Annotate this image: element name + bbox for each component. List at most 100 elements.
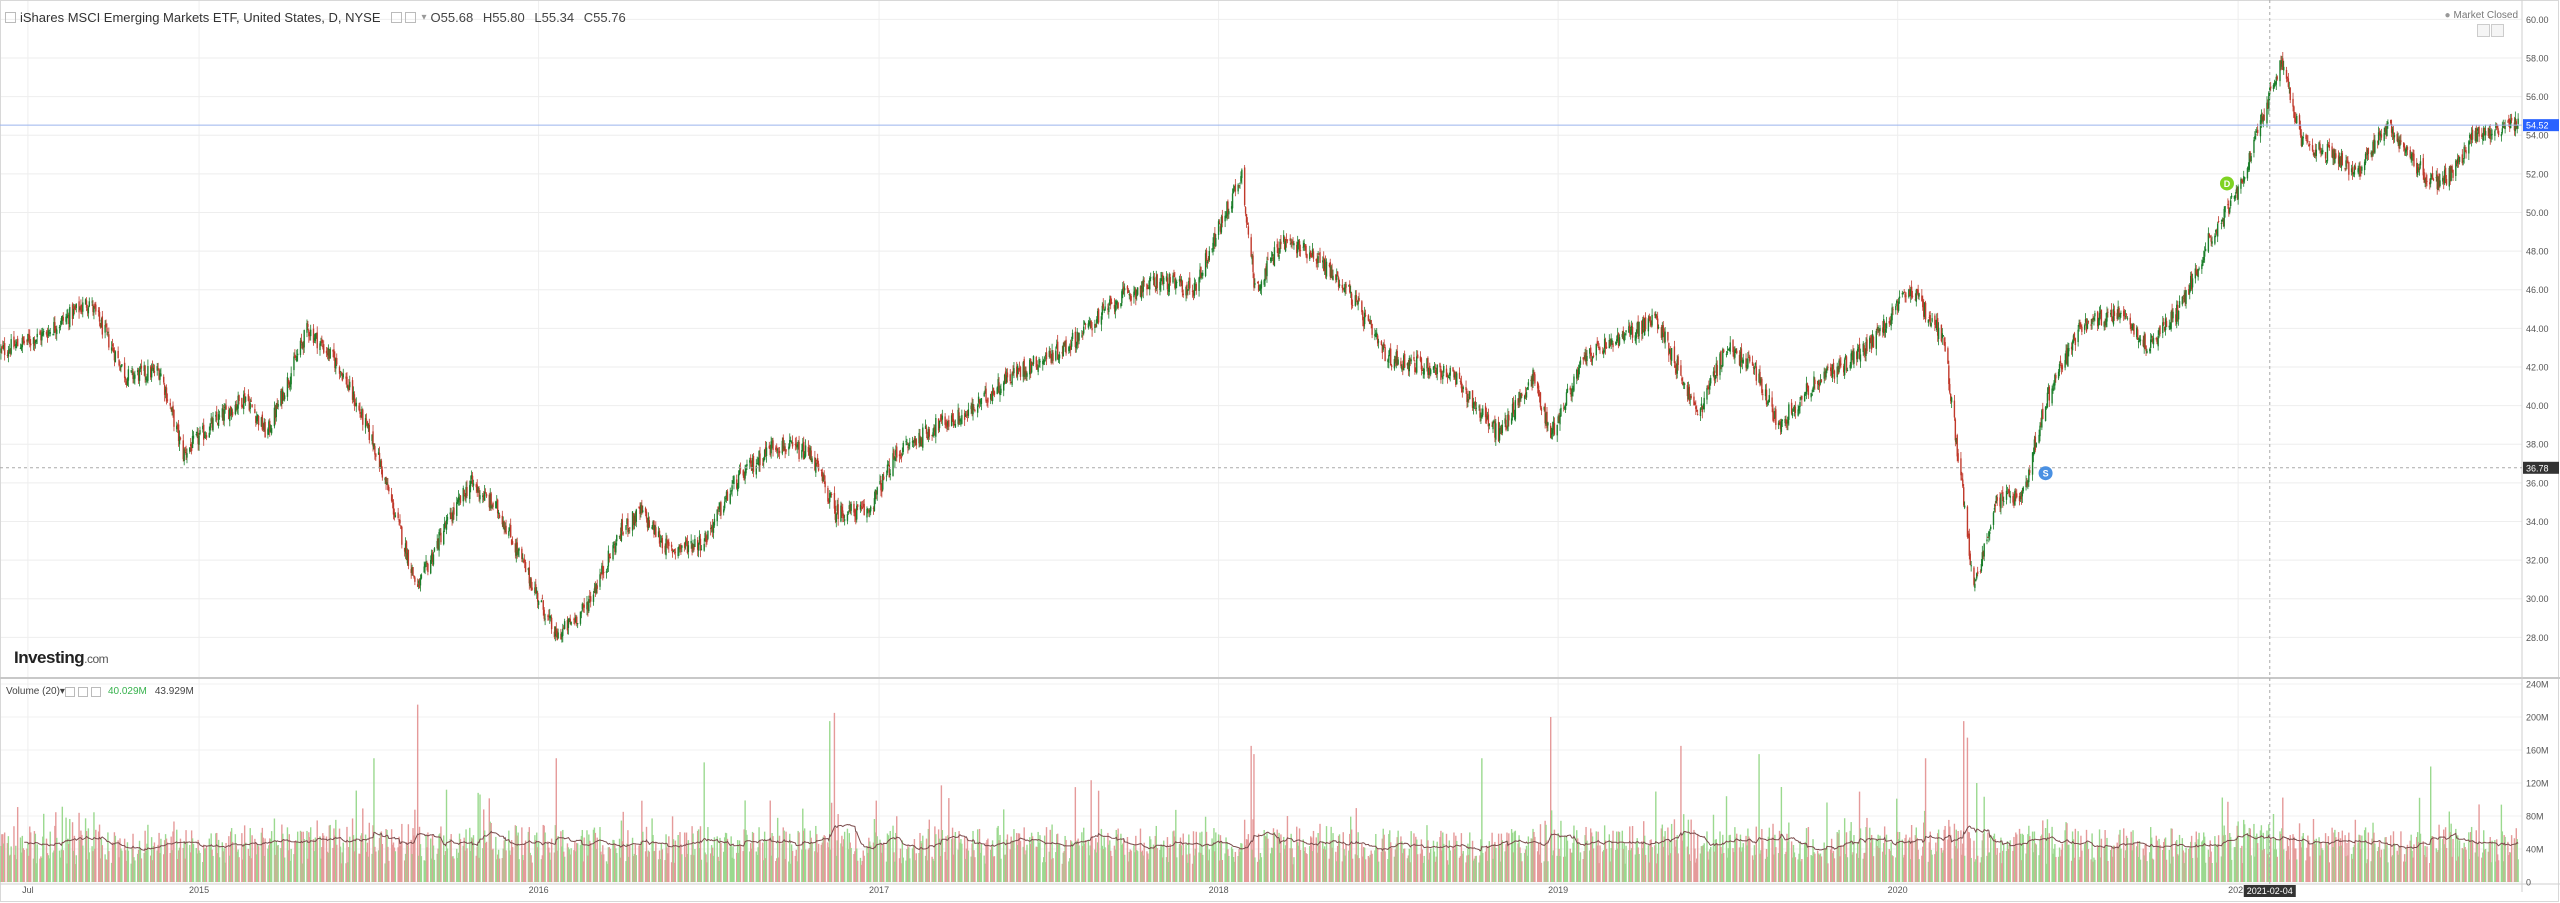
candle-body [1238, 185, 1240, 186]
candle-body [1896, 304, 1899, 311]
candle-body [899, 454, 902, 456]
candle-body [1694, 402, 1696, 405]
candle-body [1363, 319, 1365, 327]
candle-body [342, 373, 344, 378]
candle-body [472, 483, 475, 486]
volume-bar [477, 792, 479, 882]
candle-body [1837, 368, 1839, 375]
candle-body [1943, 338, 1945, 345]
candle-body [685, 539, 688, 542]
candle-body [208, 432, 211, 438]
volume-bar [160, 838, 162, 882]
candle-body [595, 584, 597, 593]
candle-body [912, 440, 915, 443]
volume-bar [1335, 851, 1337, 882]
candle-body [489, 494, 491, 509]
candle-body [1638, 321, 1640, 337]
candle-body [745, 467, 747, 474]
candle-body [1259, 285, 1262, 291]
candle-body [1309, 251, 1312, 257]
volume-bar [1299, 849, 1302, 882]
volume-bar [1009, 849, 1011, 882]
candle-body [859, 504, 862, 510]
candle-body [1937, 327, 1940, 340]
candle-body [2040, 423, 2042, 426]
volume-bar [1254, 857, 1256, 882]
candle-body [555, 628, 557, 634]
candle-body [1853, 351, 1855, 364]
candle-body [351, 380, 354, 400]
candle-body [567, 618, 570, 628]
candle-body [1553, 423, 1556, 435]
volume-bar [336, 844, 338, 882]
candle-body [347, 386, 349, 390]
volume-bar [1149, 836, 1151, 882]
volume-bar [1291, 848, 1293, 882]
candle-body [2099, 310, 2102, 314]
candle-body [2027, 480, 2029, 483]
volume-bar [1260, 857, 1263, 882]
candle-body [1779, 421, 1782, 430]
volume-bar [1155, 825, 1157, 882]
candle-body [1273, 247, 1276, 267]
candle-body [837, 504, 839, 520]
volume-bar [449, 838, 451, 882]
candle-body [1428, 368, 1430, 376]
candle-body [321, 339, 323, 343]
volume-bar [738, 840, 741, 882]
candle-body [2013, 499, 2015, 504]
candle-body [1310, 254, 1313, 258]
volume-bar [1147, 853, 1149, 882]
candle-body [647, 517, 650, 528]
volume-bar [463, 837, 465, 882]
candle-body [1973, 567, 1975, 585]
volume-bar [620, 820, 623, 882]
candle-body [1237, 184, 1239, 192]
candle-body [426, 562, 428, 565]
candle-body [68, 315, 70, 324]
volume-bar [379, 832, 382, 882]
candle-body [1154, 289, 1157, 291]
candle-body [1336, 274, 1338, 280]
candle-body [2136, 329, 2139, 340]
candle-body [26, 340, 28, 342]
candle-body [221, 408, 224, 418]
candle-body [1539, 392, 1542, 408]
candle-body [1504, 418, 1506, 424]
candle-body [2209, 236, 2211, 237]
volume-bar [824, 836, 826, 882]
candle-body [1759, 371, 1761, 385]
candle-body [1804, 391, 1807, 394]
candle-body [960, 420, 962, 422]
volume-bar [342, 842, 344, 882]
volume-bar [16, 807, 19, 882]
candle-body [802, 443, 804, 451]
candle-body [2263, 114, 2265, 121]
volume-bar [935, 834, 937, 882]
volume-bar [483, 830, 486, 882]
volume-bar [234, 834, 237, 882]
candle-body [1109, 299, 1111, 306]
candle-body [418, 579, 421, 589]
volume-bar [1186, 854, 1188, 882]
candle-body [446, 516, 449, 521]
candle-body [2223, 208, 2225, 227]
candle-body [1018, 368, 1021, 370]
candle-body [2227, 204, 2229, 206]
volume-bar [178, 847, 181, 882]
candle-body [868, 509, 870, 512]
candle-body [1643, 319, 1646, 336]
volume-bar [345, 863, 347, 882]
volume-bar [1022, 846, 1024, 882]
candle-body [1922, 300, 1924, 308]
candle-body [108, 334, 110, 348]
candle-body [1045, 352, 1048, 360]
candle-body [283, 395, 286, 400]
candle-body [112, 348, 115, 353]
volume-bar [879, 839, 881, 882]
candle-body [1123, 286, 1125, 291]
candle-body [2150, 335, 2153, 338]
volume-bar [866, 846, 868, 882]
candle-body [1818, 382, 1821, 387]
